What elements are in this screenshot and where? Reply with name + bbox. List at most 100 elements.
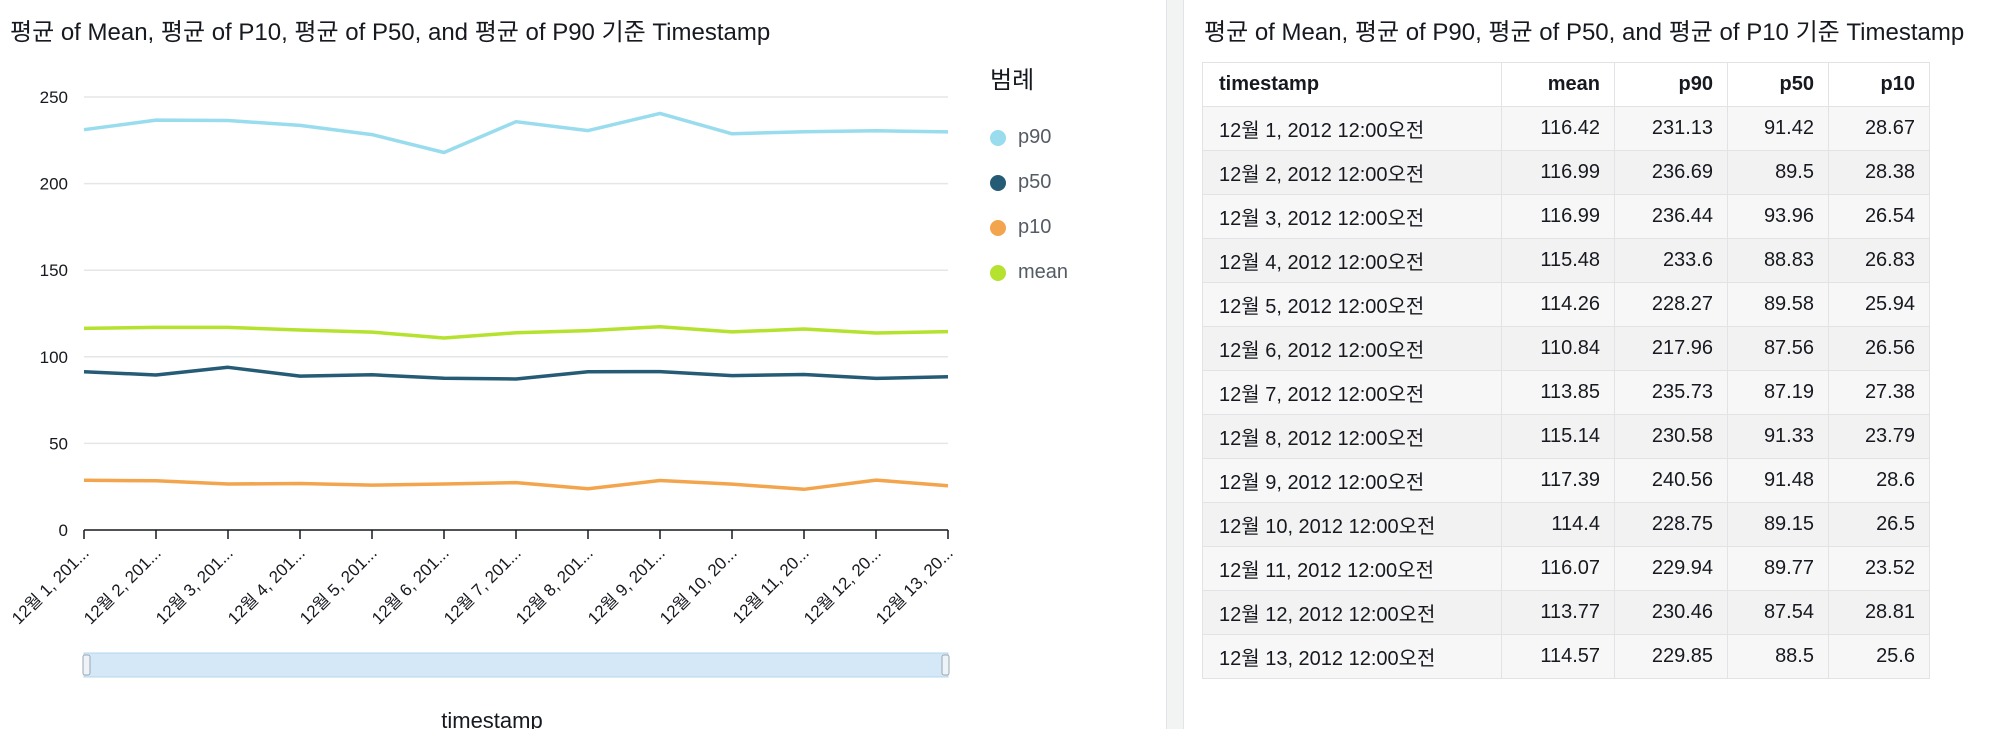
legend-label: p50 [1018,171,1052,193]
table-row[interactable]: 12월 12, 2012 12:00오전 113.77 230.46 87.54 28.… [1202,590,1930,635]
table-cell-mean: 115.48 [1501,238,1615,283]
table-row[interactable]: 12월 3, 2012 12:00오전 116.99 236.44 93.96 26.5… [1202,194,1930,239]
column-header-timestamp[interactable]: timestamp [1202,62,1502,107]
table-row[interactable]: 12월 7, 2012 12:00오전 113.85 235.73 87.19 27.3… [1202,370,1930,415]
table-cell-p90: 230.58 [1614,414,1728,459]
table-cell-timestamp: 12월 6, 2012 12:00오전 [1202,326,1502,371]
table-row[interactable]: 12월 11, 2012 12:00오전 116.07 229.94 89.77 23.… [1202,546,1930,591]
range-slider-track[interactable] [83,652,949,678]
table-cell-p10: 26.83 [1828,238,1930,283]
table-cell-mean: 116.07 [1501,546,1615,591]
y-tick-label: 0 [59,521,68,540]
column-header-mean[interactable]: mean [1501,62,1615,107]
table-cell-p90: 217.96 [1614,326,1728,371]
legend-label: p90 [1018,126,1052,148]
table-row[interactable]: 12월 6, 2012 12:00오전 110.84 217.96 87.56 26.5… [1202,326,1930,371]
table-cell-timestamp: 12월 7, 2012 12:00오전 [1202,370,1502,415]
range-slider-handle-left[interactable] [82,654,91,676]
table-cell-p10: 27.38 [1828,370,1930,415]
legend-swatch [990,129,1006,146]
table-cell-mean: 114.57 [1501,634,1615,679]
legend-label: mean [1018,261,1069,283]
line-chart-visual: 평균 of Mean, 평균 of P10, 평균 of P50, and 평균… [8,19,1069,729]
legend-item-p50[interactable]: p50 [990,160,1068,205]
table-cell-timestamp: 12월 2, 2012 12:00오전 [1202,150,1502,195]
table-cell-mean: 110.84 [1501,326,1615,371]
column-header-p50[interactable]: p50 [1727,62,1829,107]
legend-item-p10[interactable]: p10 [990,205,1068,250]
data-table: timestamp mean p90 p50 p10 12월 1, 2012 12:00… [1202,62,1930,679]
table-cell-p50: 88.5 [1727,634,1829,679]
table-cell-mean: 113.85 [1501,370,1615,415]
y-tick-label: 50 [49,434,68,453]
legend-swatch [990,264,1006,281]
table-cell-p90: 236.69 [1614,150,1728,195]
table-row[interactable]: 12월 2, 2012 12:00오전 116.99 236.69 89.5 28.38 [1202,150,1930,195]
table-cell-p50: 89.15 [1727,502,1829,547]
chart-legend: 범례 p90 p50 p10 mean [990,60,1068,295]
column-header-p90[interactable]: p90 [1614,62,1728,107]
table-row[interactable]: 12월 10, 2012 12:00오전 114.4 228.75 89.15 26.5 [1202,502,1930,547]
x-tick-label: 12월 10, 20... [656,543,741,628]
table-cell-p90: 235.73 [1614,370,1728,415]
table-cell-mean: 116.99 [1501,150,1615,195]
y-tick-label: 100 [40,348,68,367]
y-tick-label: 200 [40,175,68,194]
table-cell-mean: 116.42 [1501,106,1615,151]
table-cell-p10: 26.5 [1828,502,1930,547]
table-cell-p10: 28.6 [1828,458,1930,503]
table-cell-p10: 28.38 [1828,150,1930,195]
table-cell-p90: 228.27 [1614,282,1728,327]
table-cell-p50: 89.58 [1727,282,1829,327]
table-cell-mean: 117.39 [1501,458,1615,503]
table-cell-p90: 230.46 [1614,590,1728,635]
series-line-p50 [83,365,949,381]
table-cell-p50: 91.33 [1727,414,1829,459]
series-line-p10 [83,478,949,492]
table-row[interactable]: 12월 5, 2012 12:00오전 114.26 228.27 89.58 25.9… [1202,282,1930,327]
table-header-row: timestamp mean p90 p50 p10 [1202,62,1930,107]
legend-item-p90[interactable]: p90 [990,115,1068,160]
table-cell-p50: 91.42 [1727,106,1829,151]
table-cell-p90: 228.75 [1614,502,1728,547]
table-cell-p90: 229.94 [1614,546,1728,591]
table-cell-p50: 89.5 [1727,150,1829,195]
column-header-p10[interactable]: p10 [1828,62,1930,107]
legend-item-mean[interactable]: mean [990,250,1068,295]
x-tick-label: 12월 13, 20... [872,543,957,628]
table-visual: 평균 of Mean, 평균 of P90, 평균 of P50, and 평균… [1184,0,2002,729]
table-row[interactable]: 12월 4, 2012 12:00오전 115.48 233.6 88.83 26.83 [1202,238,1930,283]
table-cell-p10: 28.81 [1828,590,1930,635]
legend-label: p10 [1018,216,1052,238]
table-cell-p90: 240.56 [1614,458,1728,503]
table-cell-p90: 233.6 [1614,238,1728,283]
table-cell-p50: 87.56 [1727,326,1829,371]
legend-title: 범례 [990,67,1035,94]
table-cell-p50: 91.48 [1727,458,1829,503]
table-cell-timestamp: 12월 9, 2012 12:00오전 [1202,458,1502,503]
table-cell-p50: 89.77 [1727,546,1829,591]
table-cell-p10: 26.56 [1828,326,1930,371]
panel-divider[interactable] [1166,0,1184,729]
table-row[interactable]: 12월 8, 2012 12:00오전 115.14 230.58 91.33 23.7… [1202,414,1930,459]
table-cell-timestamp: 12월 8, 2012 12:00오전 [1202,414,1502,459]
table-row[interactable]: 12월 13, 2012 12:00오전 114.57 229.85 88.5 25.6 [1202,634,1930,679]
table-cell-timestamp: 12월 13, 2012 12:00오전 [1202,634,1502,679]
table-cell-p90: 236.44 [1614,194,1728,239]
table-cell-p50: 87.54 [1727,590,1829,635]
legend-swatch [990,219,1006,236]
table-row[interactable]: 12월 1, 2012 12:00오전 116.42 231.13 91.42 28.6… [1202,106,1930,151]
table-cell-timestamp: 12월 4, 2012 12:00오전 [1202,238,1502,283]
table-cell-mean: 114.4 [1501,502,1615,547]
legend-swatch [990,174,1006,191]
table-cell-timestamp: 12월 5, 2012 12:00오전 [1202,282,1502,327]
table-cell-timestamp: 12월 3, 2012 12:00오전 [1202,194,1502,239]
table-cell-p50: 93.96 [1727,194,1829,239]
table-cell-p10: 25.6 [1828,634,1930,679]
table-cell-p10: 26.54 [1828,194,1930,239]
table-row[interactable]: 12월 9, 2012 12:00오전 117.39 240.56 91.48 28.6 [1202,458,1930,503]
range-slider-handle-right[interactable] [941,654,950,676]
table-cell-mean: 113.77 [1501,590,1615,635]
table-cell-p90: 229.85 [1614,634,1728,679]
